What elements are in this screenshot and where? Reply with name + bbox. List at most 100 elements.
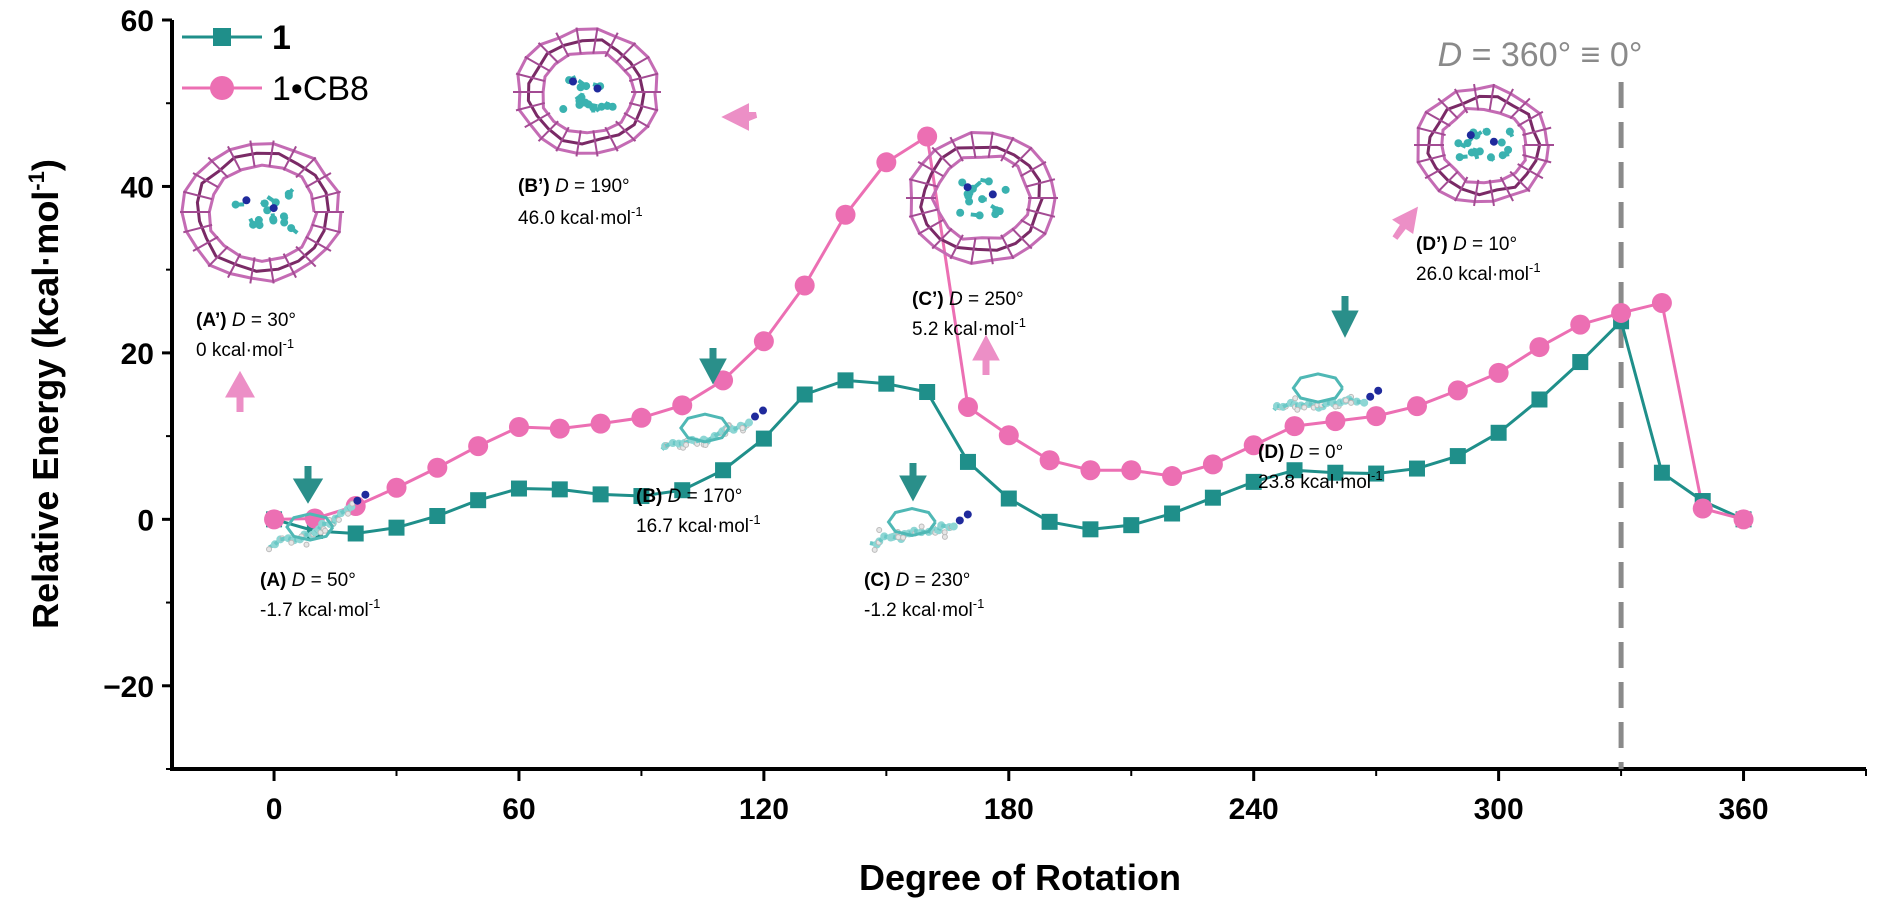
label-B-prime-head: (B’) D = 190°: [518, 176, 630, 197]
molecule-A-icon: [266, 490, 370, 553]
data-point-1cb8: [672, 395, 693, 416]
cb8-structure-D-prime-icon: [1414, 83, 1554, 207]
x-axis-title: Degree of Rotation: [859, 857, 1181, 898]
data-point-1cb8: [753, 331, 774, 352]
data-point-1cb8: [998, 425, 1019, 446]
data-point-1: [674, 482, 691, 499]
arrow-A-icon: [292, 466, 324, 504]
label-A-prime-head: (A’) D = 30°: [196, 310, 296, 331]
data-point-1cb8: [1406, 396, 1427, 417]
data-point-1: [510, 480, 527, 497]
data-point-1cb8: [1733, 509, 1754, 530]
series-layer: [264, 126, 1754, 542]
x-tick-label: 240: [1229, 793, 1279, 826]
label-B-prime-energy: 46.0 kcal·mol-1: [518, 204, 643, 229]
legend: 1 1•CB8: [182, 19, 369, 108]
data-point-1cb8: [468, 436, 489, 457]
data-point-1: [878, 375, 895, 392]
x-tick-label: 120: [739, 793, 789, 826]
arrow-A-prime-icon: [225, 370, 255, 412]
label-C-prime-energy: 5.2 kcal·mol-1: [912, 315, 1026, 340]
label-A-prime-energy: 0 kcal·mol-1: [196, 336, 294, 361]
x-tick-label: 180: [984, 793, 1034, 826]
data-point-1cb8: [1651, 292, 1672, 313]
data-point-1: [755, 430, 772, 447]
y-tick-label: 40: [121, 171, 154, 204]
data-point-1: [796, 386, 813, 403]
molecule-B-icon: [660, 406, 767, 451]
data-point-1: [1041, 513, 1058, 530]
data-point-1: [1408, 460, 1425, 477]
data-point-1: [551, 481, 568, 498]
data-point-1: [1572, 354, 1589, 371]
y-tick-label: 60: [121, 5, 154, 38]
cb8-structure-A-prime-icon: [180, 140, 344, 284]
label-C-prime-head: (C’) D = 250°: [912, 289, 1024, 310]
y-tick-label: 20: [121, 338, 154, 371]
data-point-1: [1653, 464, 1670, 481]
y-ticks: −20 0 20 40 60: [103, 5, 172, 770]
x-tick-label: 360: [1719, 793, 1769, 826]
data-point-1: [1368, 465, 1385, 482]
data-point-1cb8: [1488, 362, 1509, 383]
data-point-1: [715, 462, 732, 479]
data-point-1cb8: [1080, 460, 1101, 481]
data-point-1cb8: [1366, 406, 1387, 427]
legend-label-1: 1: [272, 19, 291, 57]
label-B-head: (B) D = 170°: [636, 486, 742, 507]
data-point-1: [429, 508, 446, 525]
data-point-1cb8: [794, 275, 815, 296]
arrow-D-prime-icon: [1392, 206, 1418, 240]
data-point-1cb8: [1202, 454, 1223, 475]
data-point-1cb8: [590, 413, 611, 434]
label-B-energy: 16.7 kcal·mol-1: [636, 512, 761, 537]
data-point-1: [959, 453, 976, 470]
annotation-arrows: [225, 103, 1418, 504]
arrow-D-icon: [1331, 296, 1359, 338]
data-point-1: [1327, 464, 1344, 481]
data-point-1cb8: [1243, 435, 1264, 456]
data-point-1: [1286, 462, 1303, 479]
data-point-1cb8: [508, 416, 529, 437]
data-point-1cb8: [1611, 302, 1632, 323]
data-point-1: [1449, 448, 1466, 465]
data-point-1cb8: [1447, 380, 1468, 401]
data-point-1cb8: [549, 418, 570, 439]
data-point-1cb8: [957, 396, 978, 417]
x-tick-label: 300: [1474, 793, 1524, 826]
data-point-1cb8: [1529, 337, 1550, 358]
legend-marker-circle: [210, 76, 234, 100]
data-point-1: [592, 486, 609, 503]
arrow-B-prime-icon: [721, 103, 758, 131]
data-point-1: [633, 488, 650, 505]
data-point-1: [1204, 489, 1221, 506]
legend-item-1: 1: [182, 19, 291, 57]
label-C-head: (C) D = 230°: [864, 570, 970, 591]
label-A-head: (A) D = 50°: [260, 570, 356, 591]
cb8-structure-C-prime-icon: [906, 130, 1058, 265]
data-point-1cb8: [386, 477, 407, 498]
data-point-1cb8: [1039, 450, 1060, 471]
label-C-energy: -1.2 kcal·mol-1: [864, 596, 984, 621]
data-point-1cb8: [713, 370, 734, 391]
data-point-1: [1123, 517, 1140, 534]
y-axis-title: Relative Energy (kcal·mol-1): [24, 159, 66, 629]
data-point-1: [837, 372, 854, 389]
data-point-1cb8: [1162, 466, 1183, 487]
data-point-1cb8: [1570, 314, 1591, 335]
x-tick-label: 0: [266, 793, 283, 826]
data-point-1cb8: [917, 126, 938, 147]
data-point-1: [919, 384, 936, 401]
legend-marker-square: [213, 28, 231, 46]
legend-label-1cb8: 1•CB8: [272, 70, 369, 108]
legend-item-1cb8: 1•CB8: [182, 70, 369, 108]
data-point-1: [388, 519, 405, 536]
data-point-1cb8: [1692, 498, 1713, 519]
cb8-structure-B-prime-icon: [513, 27, 661, 157]
data-point-1cb8: [1325, 411, 1346, 432]
y-tick-label: −20: [103, 671, 154, 704]
label-D-prime-energy: 26.0 kcal·mol-1: [1416, 260, 1541, 285]
data-point-1: [1164, 505, 1181, 522]
data-point-1cb8: [631, 407, 652, 428]
